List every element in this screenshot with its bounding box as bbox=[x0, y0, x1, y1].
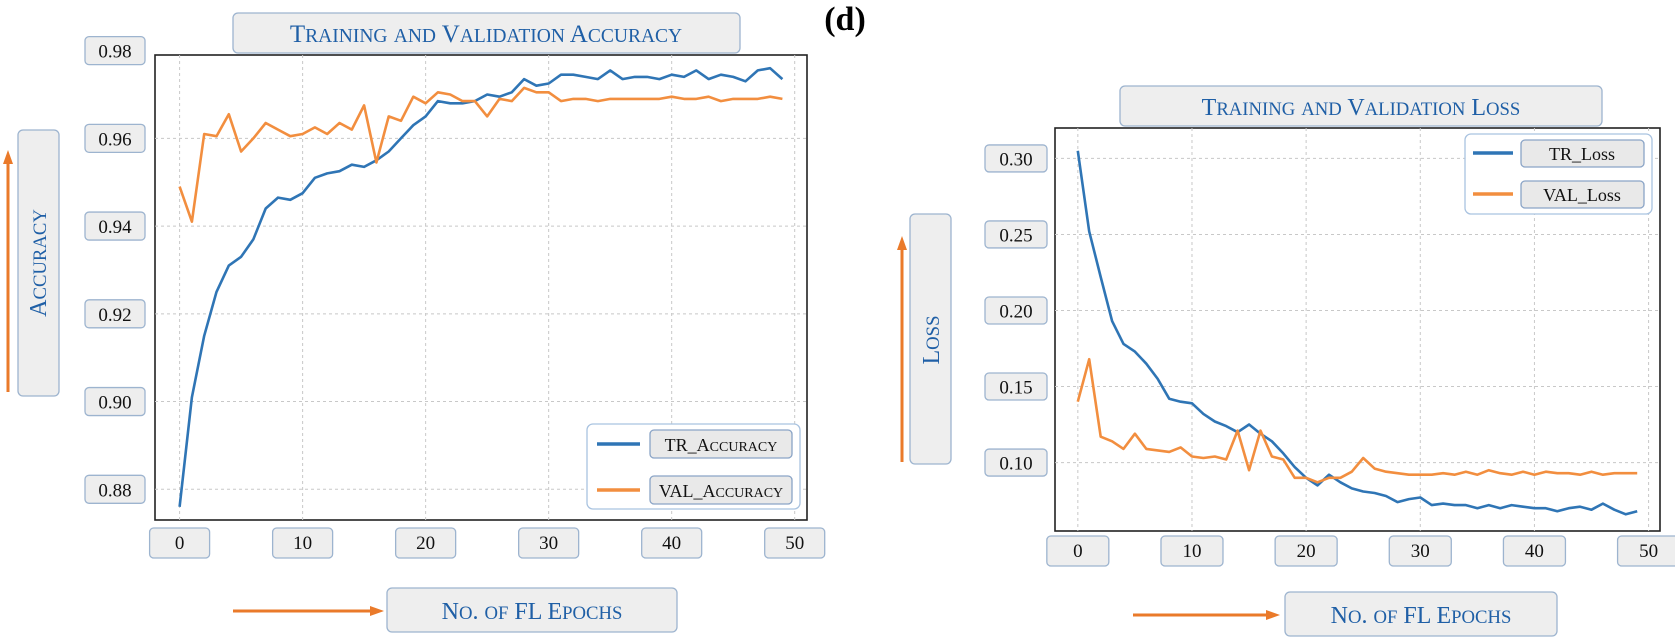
loss-xtick-box bbox=[1274, 535, 1338, 567]
legend-label-val-loss: VAL_Loss bbox=[1543, 185, 1621, 205]
loss-xtick-label: 50 bbox=[1639, 541, 1658, 562]
loss-ytick-box bbox=[984, 296, 1048, 325]
loss-ylabel-box bbox=[909, 213, 952, 465]
loss-ytick-label: 0.15 bbox=[999, 378, 1032, 399]
accuracy-ytick-box bbox=[84, 35, 146, 66]
series-line-val-loss bbox=[1076, 357, 1638, 484]
loss-xtick-box bbox=[1046, 535, 1110, 567]
accuracy-ytick-label: 0.90 bbox=[98, 393, 131, 414]
legend-label-val-accuracy: VAL_ACCURACY bbox=[659, 481, 783, 501]
accuracy-xtick-box bbox=[518, 527, 580, 559]
loss-x-ticks: 0 10 20 30 40 50 bbox=[1046, 535, 1675, 567]
accuracy-x-arrow-icon bbox=[370, 606, 384, 616]
loss-ytick-box bbox=[984, 372, 1048, 401]
loss-xtick-label: 10 bbox=[1182, 541, 1201, 562]
accuracy-xtick-label: 50 bbox=[785, 533, 804, 554]
loss-series bbox=[1076, 150, 1638, 516]
loss-xtick-label: 20 bbox=[1297, 541, 1316, 562]
accuracy-ytick-box bbox=[84, 474, 146, 504]
legend-item-tr-loss bbox=[1520, 139, 1645, 168]
accuracy-ytick-label: 0.98 bbox=[98, 42, 131, 63]
legend-item-val-loss bbox=[1520, 180, 1645, 209]
accuracy-xtick-box bbox=[641, 527, 703, 559]
loss-ytick-label: 0.10 bbox=[999, 454, 1032, 475]
loss-xtick-box bbox=[1502, 535, 1567, 567]
loss-xtick-box bbox=[1388, 535, 1452, 567]
legend-item-tr-accuracy bbox=[649, 429, 793, 459]
loss-ytick-label: 0.20 bbox=[999, 301, 1032, 322]
accuracy-ytick-label: 0.88 bbox=[98, 480, 131, 501]
loss-xtick-label: 30 bbox=[1411, 541, 1430, 562]
accuracy-ytick-label: 0.96 bbox=[98, 129, 131, 150]
accuracy-xtick-box bbox=[764, 527, 826, 559]
loss-y-axis-label: LOSS bbox=[919, 316, 945, 365]
accuracy-xlabel-box bbox=[386, 587, 678, 633]
loss-ytick-box bbox=[984, 448, 1048, 477]
legend-label-tr-loss: TR_Loss bbox=[1549, 144, 1615, 164]
loss-xtick-box bbox=[1160, 535, 1224, 567]
loss-chart-title: TRAINING AND VALIDATION LOSS bbox=[1202, 95, 1521, 121]
accuracy-xtick-label: 30 bbox=[539, 533, 558, 554]
accuracy-ytick-label: 0.94 bbox=[98, 217, 132, 238]
accuracy-xtick-label: 10 bbox=[293, 533, 312, 554]
loss-chart: TRAINING AND VALIDATION LOSS 0.10 0.15 0.2… bbox=[897, 85, 1675, 637]
accuracy-xtick-label: 20 bbox=[416, 533, 435, 554]
accuracy-xtick-label: 40 bbox=[662, 533, 681, 554]
accuracy-xtick-box bbox=[148, 527, 211, 559]
loss-xlabel-box bbox=[1284, 591, 1558, 637]
accuracy-x-axis-label: NO. OF FL EPOCHS bbox=[442, 599, 623, 625]
accuracy-ytick-label: 0.92 bbox=[98, 305, 131, 326]
loss-y-arrow-icon bbox=[897, 236, 907, 250]
accuracy-gridlines bbox=[155, 55, 807, 520]
accuracy-chart-title: TRAINING AND VALIDATION ACCURACY bbox=[290, 21, 682, 48]
accuracy-xtick-box bbox=[271, 527, 334, 559]
loss-xtick-label: 40 bbox=[1525, 541, 1544, 562]
panel-label: (d) bbox=[824, 1, 866, 38]
loss-ytick-label: 0.25 bbox=[999, 225, 1032, 246]
accuracy-title-box bbox=[232, 12, 741, 54]
accuracy-y-axis-label: ACCURACY bbox=[26, 209, 52, 317]
accuracy-y-arrow-icon bbox=[3, 150, 13, 164]
accuracy-ytick-box bbox=[84, 211, 146, 241]
accuracy-x-ticks: 0 10 20 30 40 50 bbox=[148, 527, 826, 559]
series-line-tr-accuracy bbox=[178, 66, 784, 507]
accuracy-ylabel-box bbox=[17, 129, 60, 397]
series-line-tr-loss bbox=[1076, 150, 1638, 516]
loss-title-box bbox=[1119, 85, 1603, 127]
accuracy-series bbox=[178, 66, 784, 507]
accuracy-ytick-box bbox=[84, 299, 146, 329]
loss-x-arrow-icon bbox=[1266, 610, 1280, 620]
loss-ytick-box bbox=[984, 144, 1048, 173]
legend-label-tr-accuracy: TR_ACCURACY bbox=[665, 435, 778, 455]
loss-y-ticks: 0.10 0.15 0.20 0.25 0.30 bbox=[984, 144, 1048, 477]
accuracy-xtick-label: 0 bbox=[175, 533, 185, 554]
accuracy-y-ticks: 0.88 0.90 0.92 0.94 0.96 0.98 bbox=[84, 35, 146, 504]
series-line-val-accuracy bbox=[178, 86, 783, 223]
accuracy-chart: TRAINING AND VALIDATION ACCURACY 0.88 0.9… bbox=[3, 12, 826, 633]
loss-ytick-box bbox=[984, 220, 1048, 249]
loss-x-axis-label: NO. OF FL EPOCHS bbox=[1331, 603, 1512, 629]
loss-xtick-box bbox=[1616, 535, 1675, 567]
loss-xtick-label: 0 bbox=[1073, 541, 1083, 562]
accuracy-ytick-box bbox=[84, 123, 146, 153]
accuracy-ytick-box bbox=[84, 386, 146, 417]
legend-item-val-accuracy bbox=[649, 475, 793, 505]
loss-ytick-label: 0.30 bbox=[999, 149, 1032, 170]
accuracy-xtick-box bbox=[394, 527, 457, 559]
